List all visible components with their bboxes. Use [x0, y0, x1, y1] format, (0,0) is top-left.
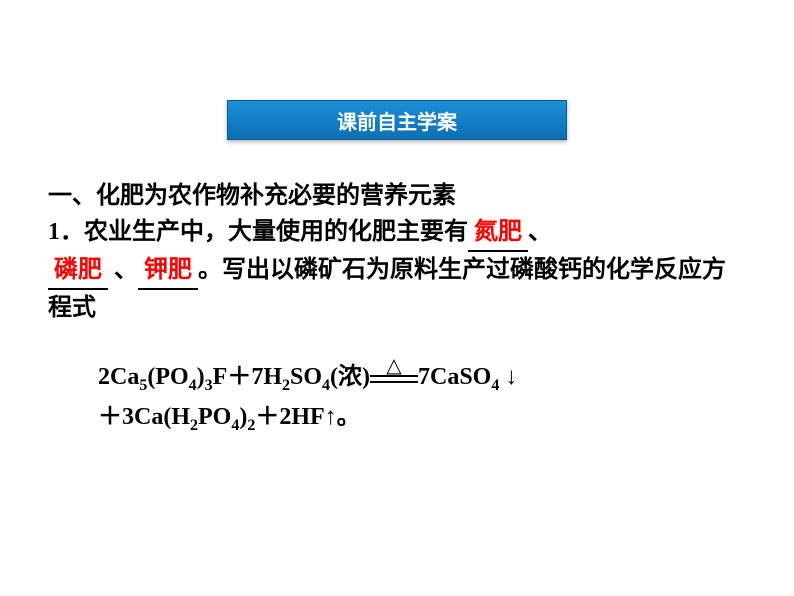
subscript: 2	[282, 377, 290, 394]
title-text: 课前自主学案	[337, 106, 457, 135]
eq-part: 2Ca	[98, 364, 139, 390]
paragraph-1: 1．农业生产中，大量使用的化肥主要有 氮肥 、 磷肥 、 钾肥 。写出以磷矿石为…	[48, 214, 746, 326]
subscript: 3	[205, 377, 213, 394]
subscript: 4	[322, 377, 330, 394]
blank-3: 钾肥	[138, 252, 198, 290]
blank-2-fill: 磷肥	[54, 257, 102, 283]
eq-part: SO	[290, 364, 322, 390]
eq-part: 7CaSO	[418, 364, 491, 390]
blank-3-fill: 钾肥	[144, 257, 192, 283]
blank-2: 磷肥	[48, 252, 108, 290]
subscript: 4	[189, 377, 197, 394]
eq-part: F＋7H	[213, 364, 282, 390]
eq-part: (PO	[147, 364, 188, 390]
para-prefix: 1．农业生产中，大量使用的化肥主要有	[48, 219, 468, 245]
title-box: 课前自主学案	[227, 100, 567, 140]
equation-line-1: 2Ca5(PO4)3F＋7H2SO4(浓)△7CaSO4 ↓	[98, 358, 746, 398]
blank-1: 氮肥	[468, 214, 528, 252]
eq-part: PO	[198, 404, 231, 430]
eq-part: )	[197, 364, 205, 390]
sep-2: 、	[114, 257, 138, 283]
eq-part: ＋3Ca(H	[98, 404, 190, 430]
sep-1: 、	[528, 219, 552, 245]
down-arrow-icon: ↓	[505, 364, 517, 390]
subscript: 4	[491, 377, 499, 394]
subscript: 2	[190, 417, 198, 434]
section-heading: 一、化肥为农作物补充必要的营养元素	[48, 178, 746, 214]
blank-1-fill: 氮肥	[474, 219, 522, 245]
equation-line-2: ＋3Ca(H2PO4)2＋2HF↑。	[98, 398, 746, 438]
eq-part: (浓)	[330, 364, 370, 390]
triangle-heat-icon: △	[386, 350, 401, 382]
eq-part: ＋2HF↑。	[255, 404, 360, 430]
content-area: 一、化肥为农作物补充必要的营养元素 1．农业生产中，大量使用的化肥主要有 氮肥 …	[48, 178, 746, 439]
equation: 2Ca5(PO4)3F＋7H2SO4(浓)△7CaSO4 ↓ ＋3Ca(H2PO…	[98, 358, 746, 439]
